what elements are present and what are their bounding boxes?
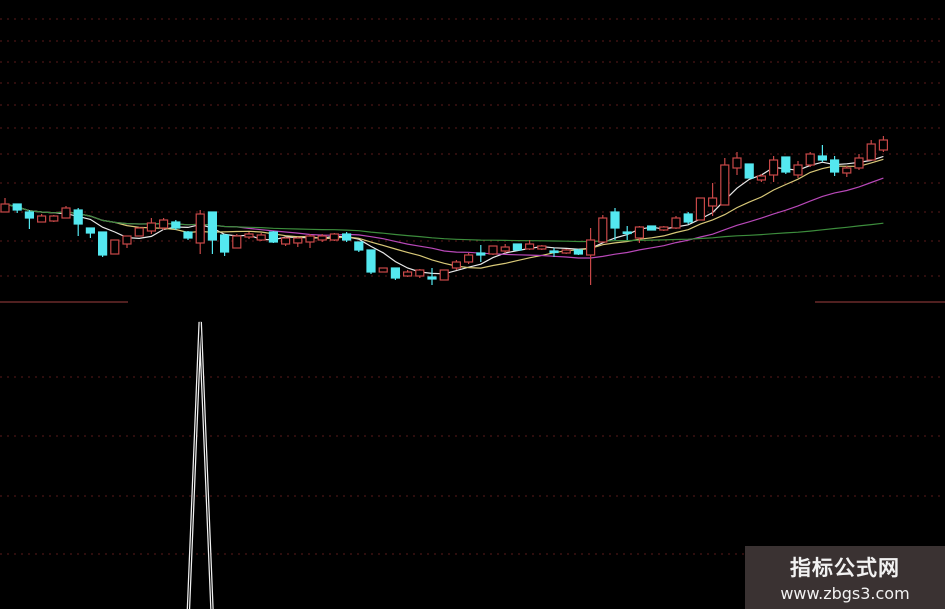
candle-up: [244, 233, 254, 238]
watermark: 指标公式网 www.zbgs3.com: [745, 546, 945, 609]
candle-down: [646, 225, 657, 231]
candle-down: [268, 231, 278, 243]
candle-down: [24, 211, 34, 219]
candle-down: [610, 211, 620, 229]
candle-up: [659, 226, 669, 231]
candle-down: [12, 203, 22, 211]
candle-down: [549, 250, 559, 254]
candle-up: [451, 261, 461, 269]
candle-down: [73, 209, 83, 225]
candle-down: [573, 249, 584, 255]
candle-up: [768, 159, 779, 176]
candle-down: [85, 227, 96, 234]
candle-up: [317, 235, 327, 241]
candle-down: [744, 163, 754, 179]
candle-up: [403, 271, 413, 277]
candle-up: [36, 215, 47, 223]
candle-up: [695, 197, 706, 221]
candle-up: [439, 269, 449, 281]
candle-down: [829, 159, 840, 173]
candle-up: [756, 175, 767, 181]
candle-up: [671, 217, 681, 229]
candle-up: [329, 233, 339, 241]
candle-up: [842, 167, 852, 174]
watermark-title: 指标公式网: [790, 556, 900, 580]
candle-down: [781, 156, 791, 173]
watermark-url: www.zbgs3.com: [780, 584, 910, 603]
candle-down: [207, 211, 217, 241]
candle-up: [488, 245, 498, 255]
candle-up: [500, 246, 510, 252]
candle-down: [220, 234, 230, 253]
gridlines: [0, 18, 945, 555]
ma20-line: [4, 177, 884, 259]
candle-up: [854, 157, 864, 169]
candle-up: [110, 239, 120, 255]
candle-down: [427, 276, 437, 280]
candle-up: [159, 219, 169, 229]
candle-up: [415, 269, 425, 277]
candle-up: [122, 235, 132, 245]
candle-down: [342, 233, 352, 241]
candle-up: [537, 245, 547, 250]
candle-down: [817, 155, 828, 161]
candle-up: [464, 254, 474, 263]
candle-down: [97, 231, 108, 256]
candle-down: [366, 249, 376, 273]
candle-up: [598, 217, 608, 243]
candle-up: [195, 213, 205, 244]
candle-up: [256, 234, 266, 241]
candle-up: [524, 243, 535, 250]
candle-up: [61, 207, 71, 219]
candle-up: [49, 215, 59, 222]
candle-up: [732, 157, 742, 169]
candle-down: [622, 231, 632, 235]
candle-up: [707, 197, 718, 207]
candle-up: [134, 227, 144, 237]
candle-down: [476, 252, 486, 256]
candle-down: [390, 267, 400, 279]
candle-down: [683, 213, 693, 223]
candle-down: [171, 221, 181, 229]
candle-up: [793, 164, 803, 176]
candle-up: [878, 139, 889, 151]
candle-up: [146, 222, 156, 232]
candle-down: [512, 243, 523, 251]
candle-up: [232, 235, 242, 249]
candle-up: [0, 203, 10, 213]
candle-up: [293, 237, 303, 244]
candle-up: [305, 235, 315, 243]
candle-up: [805, 153, 815, 166]
candle-down: [183, 231, 193, 239]
candle-down: [354, 241, 364, 251]
candle-up: [634, 226, 645, 239]
candle-up: [720, 164, 730, 206]
candle-up: [281, 237, 291, 245]
candle-up: [561, 249, 571, 254]
candle-up: [866, 143, 876, 161]
candle-up: [378, 267, 388, 273]
candle-up: [585, 239, 596, 256]
candlesticks: [0, 136, 889, 285]
